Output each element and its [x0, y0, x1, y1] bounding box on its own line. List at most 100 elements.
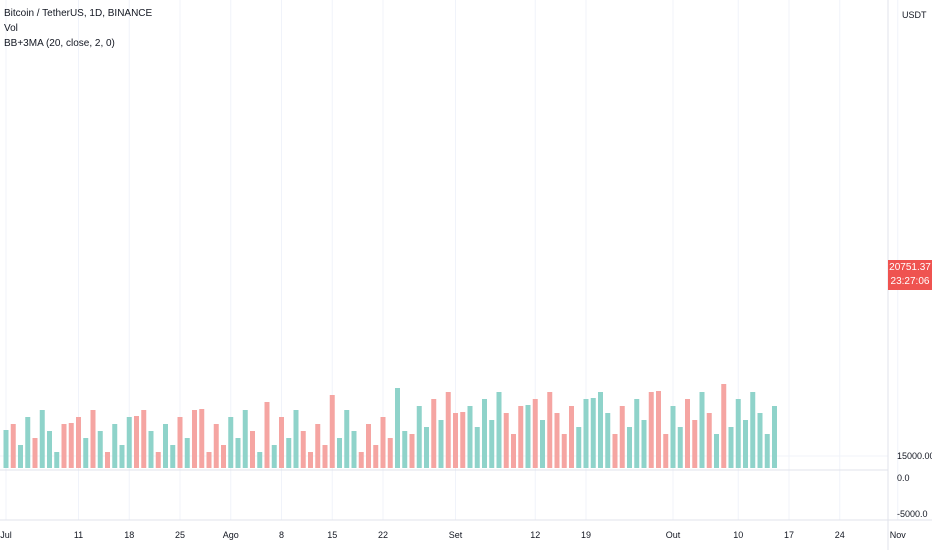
- volume-tick-label: 0.0: [897, 473, 910, 483]
- volume-bar: [322, 445, 328, 468]
- volume-bar: [90, 410, 96, 468]
- volume-bar: [474, 427, 480, 468]
- volume-bar: [373, 445, 379, 468]
- volume-bar: [503, 413, 509, 468]
- time-tick-label: 8: [279, 530, 284, 540]
- volume-tick-label: -5000.0: [897, 509, 928, 519]
- volume-bar: [772, 406, 777, 468]
- volume-bar: [627, 427, 632, 468]
- time-tick-label: Set: [449, 530, 463, 540]
- volume-bar: [656, 391, 661, 468]
- volume-bar: [3, 430, 9, 468]
- volume-bar: [648, 392, 654, 468]
- last-price-value: 20751.37: [889, 262, 931, 273]
- volume-bar: [380, 417, 386, 468]
- volume-bar: [670, 406, 676, 468]
- volume-bar: [735, 399, 741, 468]
- time-tick-label: 10: [733, 530, 743, 540]
- volume-bar: [97, 431, 103, 468]
- time-tick-label: 25: [175, 530, 185, 540]
- volume-bar: [757, 413, 763, 468]
- time-tick-label: Jul: [0, 530, 12, 540]
- volume-bar: [279, 417, 284, 468]
- volume-bar: [576, 427, 582, 468]
- volume-bar: [511, 434, 516, 468]
- volume-bars: [3, 384, 777, 468]
- volume-bar: [619, 406, 625, 468]
- volume-bar: [395, 388, 400, 468]
- volume-bar: [54, 452, 60, 468]
- volume-bar: [315, 424, 321, 468]
- time-tick-label: 22: [378, 530, 388, 540]
- time-tick-label: Out: [666, 530, 681, 540]
- time-tick-label: 17: [784, 530, 794, 540]
- volume-bar: [467, 406, 473, 468]
- volume-bar: [213, 424, 219, 468]
- volume-bar: [409, 434, 415, 468]
- symbol-title[interactable]: Bitcoin / TetherUS, 1D, BINANCE: [4, 8, 153, 19]
- price-axis[interactable]: 15000.00 0.0 -5000.0: [897, 451, 932, 519]
- volume-bar: [329, 395, 335, 468]
- bar-countdown: 23:27:06: [890, 276, 930, 287]
- volume-bar: [148, 431, 154, 468]
- volume-bar: [18, 445, 23, 468]
- volume-bar: [337, 438, 342, 468]
- volume-bar: [692, 420, 698, 468]
- time-tick-label: 11: [74, 530, 83, 540]
- volume-bar: [221, 445, 226, 468]
- volume-bar: [706, 413, 712, 468]
- volume-bar: [192, 410, 197, 468]
- volume-bar: [764, 434, 770, 468]
- volume-bar: [163, 424, 168, 468]
- volume-bar: [358, 452, 364, 468]
- volume-bar: [554, 413, 560, 468]
- volume-bar: [402, 431, 408, 468]
- indicator-legend[interactable]: BB+3MA (20, close, 2, 0): [4, 38, 115, 49]
- time-tick-label: 24: [835, 530, 845, 540]
- volume-bar: [83, 438, 89, 468]
- time-axis[interactable]: Jul 11 18 25 Ago 8 15 22 Set 12 19 Out 10 17 24 Nov: [0, 530, 906, 540]
- price-tick-label: 15000.00: [897, 451, 932, 461]
- time-tick-label: Nov: [890, 530, 907, 540]
- volume-bar: [387, 438, 393, 468]
- volume-bar: [32, 438, 38, 468]
- volume-bar: [728, 427, 734, 468]
- volume-bar: [525, 405, 531, 468]
- volume-bar: [743, 420, 748, 468]
- volume-bar: [605, 413, 611, 468]
- last-price-tag: 20751.37 23:27:06: [888, 260, 932, 290]
- volume-bar: [663, 434, 669, 468]
- time-tick-label: 12: [530, 530, 540, 540]
- currency-label: USDT: [902, 10, 927, 20]
- time-tick-label: 15: [327, 530, 337, 540]
- volume-bar: [242, 410, 248, 468]
- volume-bar: [271, 445, 277, 468]
- volume-bar: [286, 438, 292, 468]
- vol-legend[interactable]: Vol: [4, 23, 18, 34]
- volume-bar: [308, 452, 313, 468]
- volume-bar: [583, 399, 589, 468]
- volume-bar: [489, 420, 495, 468]
- volume-bar: [532, 399, 538, 468]
- volume-bar: [177, 417, 183, 468]
- volume-bar: [351, 431, 357, 468]
- time-tick-label: Ago: [223, 530, 239, 540]
- volume-bar: [68, 423, 74, 468]
- volume-bar: [61, 424, 67, 468]
- volume-bar: [460, 412, 466, 468]
- volume-bar: [496, 392, 502, 468]
- volume-bar: [119, 445, 125, 468]
- volume-bar: [300, 431, 306, 468]
- volume-bar: [10, 424, 16, 468]
- volume-bar: [126, 417, 132, 468]
- volume-bar: [250, 431, 255, 468]
- volume-bar: [453, 413, 458, 468]
- volume-bar: [366, 424, 371, 468]
- volume-bar: [699, 392, 705, 468]
- volume-bar: [590, 398, 596, 468]
- volume-bar: [112, 424, 118, 468]
- volume-bar: [598, 392, 603, 468]
- volume-bar: [547, 392, 553, 468]
